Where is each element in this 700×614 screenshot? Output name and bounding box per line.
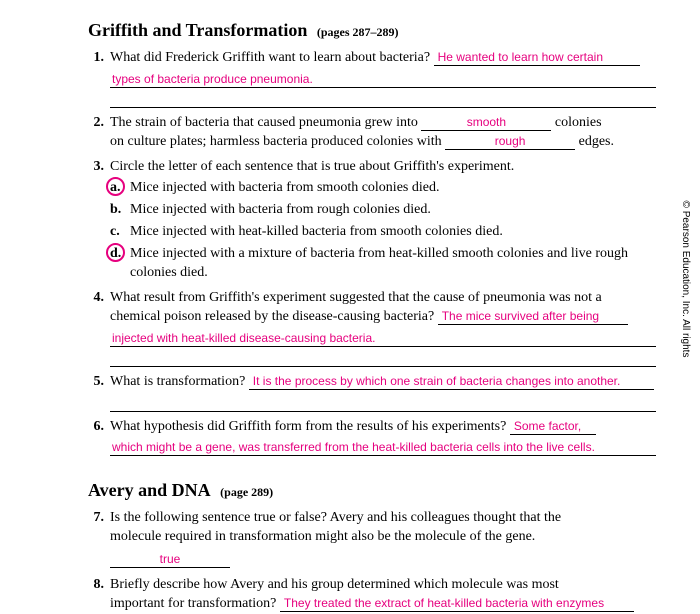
q6-ans-inline: Some factor, [510, 418, 596, 435]
q4-l1: What result from Griffith's experiment s… [110, 290, 602, 305]
q2-line2b: edges. [579, 134, 614, 149]
section2-title: Avery and DNA [88, 480, 211, 500]
q4-l2: chemical poison released by the disease-… [110, 309, 434, 324]
q3b-text: Mice injected with bacteria from rough c… [130, 201, 431, 220]
q6-num: 6. [88, 418, 110, 457]
q6-ans-line2: which might be a gene, was transferred f… [110, 439, 656, 456]
q1-ans-line2: types of bacteria produce pneumonia. [110, 71, 656, 88]
q7-ans: true [110, 551, 230, 568]
section2-header: Avery and DNA (page 289) [88, 478, 656, 503]
q2-num: 2. [88, 114, 110, 152]
q3c-letter: c. [110, 224, 120, 239]
q4-num: 4. [88, 289, 110, 367]
circle-icon [106, 177, 125, 196]
q3d-text: Mice injected with a mixture of bacteria… [130, 245, 656, 283]
q2-line2a: on culture plates; harmless bacteria pro… [110, 134, 442, 149]
q3-num: 3. [88, 158, 110, 283]
q4-ans-line2: injected with heat-killed disease-causin… [110, 330, 656, 347]
q8-ans: They treated the extract of heat-killed … [280, 595, 634, 612]
question-8: 8. Briefly describe how Avery and his gr… [88, 576, 656, 614]
q3-choice-d: d. Mice injected with a mixture of bacte… [110, 245, 656, 283]
q8-l2: important for transformation? [110, 596, 276, 611]
section1-title: Griffith and Transformation [88, 20, 307, 40]
q3-text: Circle the letter of each sentence that … [110, 159, 514, 174]
q1-text: What did Frederick Griffith want to lear… [110, 50, 430, 65]
question-5: 5. What is transformation? It is the pro… [88, 373, 656, 412]
section-header: Griffith and Transformation (pages 287–2… [88, 18, 656, 43]
q8-num: 8. [88, 576, 110, 614]
question-4: 4. What result from Griffith's experimen… [88, 289, 656, 367]
q5-num: 5. [88, 373, 110, 412]
question-1: 1. What did Frederick Griffith want to l… [88, 49, 656, 108]
q3a-text: Mice injected with bacteria from smooth … [130, 179, 439, 198]
question-7: 7. Is the following sentence true or fal… [88, 509, 656, 570]
q5-text: What is transformation? [110, 374, 245, 389]
q3c-text: Mice injected with heat-killed bacteria … [130, 223, 503, 242]
q3-choice-c: c. Mice injected with heat-killed bacter… [110, 223, 656, 242]
q7-l2: molecule required in transformation migh… [110, 529, 535, 544]
question-3: 3. Circle the letter of each sentence th… [88, 158, 656, 283]
q2-mid1: colonies [555, 115, 602, 130]
copyright-text: © Pearson Education, Inc. All rights [679, 200, 693, 357]
circle-icon [106, 243, 125, 262]
q4-blank [110, 350, 656, 367]
question-6: 6. What hypothesis did Griffith form fro… [88, 418, 656, 457]
section1-pages: (pages 287–289) [317, 25, 399, 39]
q8-l1: Briefly describe how Avery and his group… [110, 577, 559, 592]
question-2: 2. The strain of bacteria that caused pn… [88, 114, 656, 152]
q3-choice-b: b. Mice injected with bacteria from roug… [110, 201, 656, 220]
q7-num: 7. [88, 509, 110, 570]
q2-pre: The strain of bacteria that caused pneum… [110, 115, 418, 130]
q6-text: What hypothesis did Griffith form from t… [110, 419, 506, 434]
q3-choice-a: a. Mice injected with bacteria from smoo… [110, 179, 656, 198]
q3b-letter: b. [110, 202, 121, 217]
q1-ans-inline: He wanted to learn how certain [434, 49, 640, 66]
q2-blank1: smooth [421, 114, 551, 131]
q5-blank [110, 395, 656, 412]
q1-blank [110, 91, 656, 108]
section2-pages: (page 289) [220, 485, 273, 499]
q1-num: 1. [88, 49, 110, 108]
q5-ans: It is the process by which one strain of… [249, 373, 654, 390]
q2-blank2: rough [445, 133, 575, 150]
q4-ans-inline: The mice survived after being [438, 308, 628, 325]
q7-l1: Is the following sentence true or false?… [110, 510, 561, 525]
